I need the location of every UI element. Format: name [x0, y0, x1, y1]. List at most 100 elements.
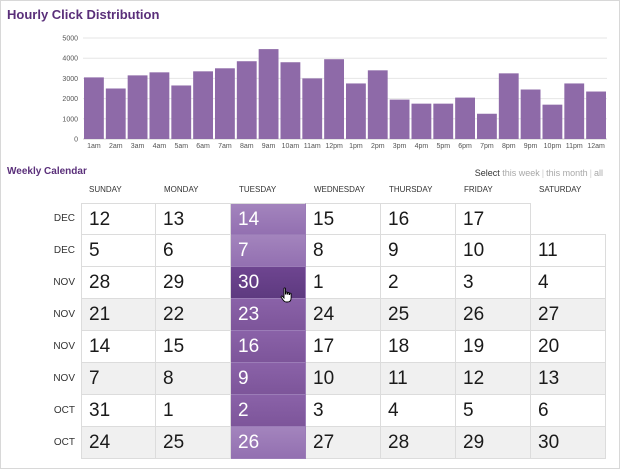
calendar-day-cell[interactable]: 27	[306, 427, 381, 459]
bar-2pm[interactable]	[367, 70, 388, 139]
calendar-day-cell[interactable]: 28	[81, 267, 156, 299]
x-tick-label: 9pm	[524, 143, 538, 150]
calendar-day-cell[interactable]: 12	[456, 363, 531, 395]
calendar-day-cell[interactable]: 2	[231, 395, 306, 427]
calendar-day-cell[interactable]: 8	[306, 235, 381, 267]
calendar-day-cell[interactable]: 4	[531, 267, 606, 299]
bar-1am[interactable]	[84, 77, 104, 139]
calendar-day-cell[interactable]: 10	[456, 235, 531, 267]
calendar-day-cell[interactable]: 15	[306, 203, 381, 235]
calendar-day-cell[interactable]: 30	[531, 427, 606, 459]
week-month-label: NOV	[53, 309, 75, 320]
calendar-day-cell[interactable]: 8	[156, 363, 231, 395]
calendar-day-cell[interactable]: 18	[381, 331, 456, 363]
bar-3am[interactable]	[127, 75, 148, 139]
bar-1pm[interactable]	[346, 83, 366, 139]
calendar-day-cell[interactable]: 3	[306, 395, 381, 427]
bar-8am[interactable]	[236, 61, 257, 140]
calendar-day-cell[interactable]: 25	[156, 427, 231, 459]
calendar-day-cell[interactable]: 31	[81, 395, 156, 427]
bar-6pm[interactable]	[455, 97, 475, 139]
calendar-day-cell[interactable]: 26	[231, 427, 306, 459]
calendar-day-cell[interactable]: 25	[381, 299, 456, 331]
calendar-day-cell[interactable]: 5	[81, 235, 156, 267]
calendar-day-cell[interactable]: 14	[81, 331, 156, 363]
bar-10am[interactable]	[280, 62, 301, 139]
bar-11am[interactable]	[302, 78, 323, 139]
calendar-day-cell[interactable]: 9	[231, 363, 306, 395]
bar-9pm[interactable]	[520, 89, 541, 139]
bar-4am[interactable]	[149, 72, 170, 139]
calendar-day-cell[interactable]: 1	[156, 395, 231, 427]
x-tick-label: 1pm	[349, 143, 363, 150]
calendar-day-cell[interactable]: 20	[531, 331, 606, 363]
select-this-month[interactable]: this month	[546, 168, 588, 178]
calendar-day-cell[interactable]: 5	[456, 395, 531, 427]
calendar-day-cell[interactable]: 22	[156, 299, 231, 331]
y-tick-label: 3000	[62, 76, 78, 83]
calendar-day-cell[interactable]: 9	[381, 235, 456, 267]
calendar-day-cell[interactable]: 27	[531, 299, 606, 331]
bar-12am[interactable]	[586, 91, 606, 139]
bar-5pm[interactable]	[433, 103, 454, 139]
calendar-day-cell[interactable]: 29	[156, 267, 231, 299]
calendar-day-cell[interactable]: 24	[81, 427, 156, 459]
calendar-day-cell[interactable]: 12	[81, 203, 156, 235]
calendar-day-cell[interactable]: 11	[531, 235, 606, 267]
bar-5am[interactable]	[171, 85, 192, 139]
calendar-day-cell[interactable]: 17	[456, 203, 531, 235]
bar-3pm[interactable]	[389, 99, 410, 139]
calendar-day-cell[interactable]: 1	[306, 267, 381, 299]
calendar-day-cell[interactable]: 26	[456, 299, 531, 331]
bar-10pm[interactable]	[542, 104, 563, 139]
day-header-monday: MONDAY	[164, 185, 199, 194]
x-tick-label: 4pm	[415, 143, 429, 150]
week-month-label: DEC	[53, 245, 75, 256]
calendar-day-cell[interactable]: 2	[381, 267, 456, 299]
bar-11pm[interactable]	[564, 83, 585, 139]
x-tick-label: 9am	[262, 143, 276, 150]
calendar-day-cell[interactable]: 24	[306, 299, 381, 331]
calendar-day-cell[interactable]: 28	[381, 427, 456, 459]
calendar-day-cell[interactable]: 4	[381, 395, 456, 427]
calendar-day-cell[interactable]: 16	[381, 203, 456, 235]
range-selector: Select this week | this month | all	[474, 168, 603, 178]
bar-7pm[interactable]	[477, 113, 497, 139]
calendar-day-cell[interactable]: 6	[531, 395, 606, 427]
bar-12pm[interactable]	[324, 59, 344, 139]
bar-9am[interactable]	[258, 49, 279, 139]
week-month-label: OCT	[53, 437, 75, 448]
bar-8pm[interactable]	[498, 73, 519, 139]
calendar-day-cell[interactable]: 7	[231, 235, 306, 267]
calendar-title: Weekly Calendar	[7, 166, 87, 177]
x-tick-label: 12pm	[325, 143, 343, 150]
calendar-day-cell[interactable]: 23	[231, 299, 306, 331]
select-all[interactable]: all	[593, 168, 603, 178]
calendar-day-cell[interactable]: 17	[306, 331, 381, 363]
bar-7am[interactable]	[215, 68, 235, 139]
calendar-day-cell[interactable]: 29	[456, 427, 531, 459]
calendar-day-cell[interactable]: 15	[156, 331, 231, 363]
calendar-day-cell[interactable]: 14	[231, 203, 306, 235]
x-tick-label: 10am	[282, 143, 300, 150]
calendar-day-cell[interactable]: 30	[231, 267, 306, 299]
calendar-day-cell[interactable]: 7	[81, 363, 156, 395]
calendar-day-cell[interactable]: 11	[381, 363, 456, 395]
day-header-sunday: SUNDAY	[89, 185, 122, 194]
bar-2am[interactable]	[105, 88, 126, 140]
x-tick-label: 5am	[174, 143, 188, 150]
calendar-day-cell[interactable]: 19	[456, 331, 531, 363]
calendar-day-cell[interactable]: 13	[156, 203, 231, 235]
calendar-day-cell[interactable]: 10	[306, 363, 381, 395]
calendar-day-cell[interactable]: 6	[156, 235, 231, 267]
x-tick-label: 8pm	[502, 143, 516, 150]
calendar-day-cell[interactable]: 3	[456, 267, 531, 299]
select-this-week[interactable]: this week	[502, 168, 540, 178]
calendar-day-cell[interactable]: 13	[531, 363, 606, 395]
calendar-day-cell[interactable]: 21	[81, 299, 156, 331]
x-tick-label: 3am	[131, 143, 145, 150]
bar-4pm[interactable]	[411, 103, 432, 139]
calendar-day-cell[interactable]: 16	[231, 331, 306, 363]
bar-6am[interactable]	[193, 71, 213, 139]
